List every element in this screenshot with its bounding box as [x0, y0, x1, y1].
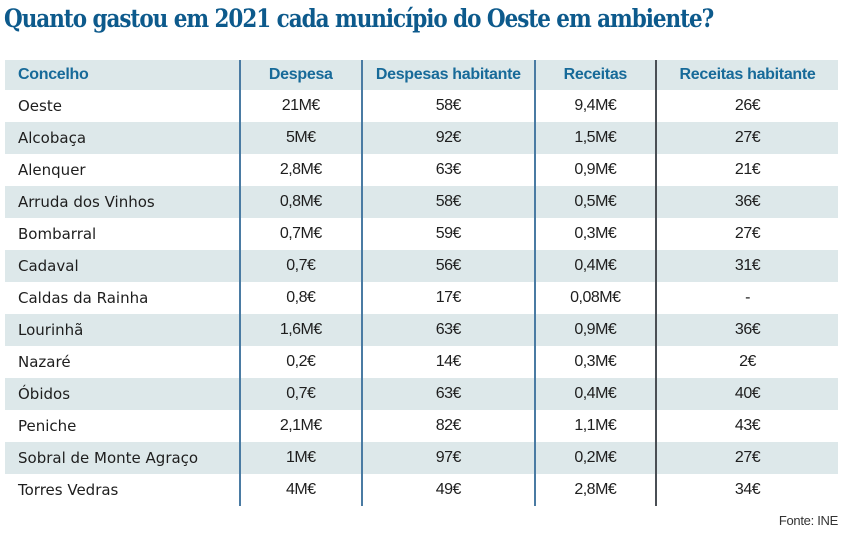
cell-concelho: Sobral de Monte Agraço: [5, 442, 241, 474]
cell-despesa: 0,2€: [239, 346, 364, 378]
cell-concelho: Óbidos: [5, 378, 241, 410]
cell-receitas-habitante: 27€: [656, 122, 838, 154]
cell-receitas: 1,5M€: [534, 122, 658, 154]
cell-despesas-habitante: 63€: [362, 154, 536, 186]
cell-despesa: 0,7€: [239, 378, 364, 410]
cell-receitas: 0,3M€: [534, 346, 658, 378]
cell-concelho: Alenquer: [5, 154, 241, 186]
cell-receitas: 2,8M€: [534, 474, 658, 506]
cell-concelho: Cadaval: [5, 250, 241, 282]
cell-receitas: 0,2M€: [534, 442, 658, 474]
cell-receitas: 0,9M€: [534, 154, 658, 186]
cell-receitas-habitante: 2€: [739, 353, 756, 370]
cell-despesas-habitante: 58€: [362, 186, 536, 218]
header-concelho: Concelho: [5, 60, 241, 90]
cell-receitas: 0,4M€: [534, 250, 658, 282]
cell-receitas-habitante: 27€: [734, 225, 761, 242]
table-row: Bombarral 0,7M€ 59€ 0,3M€ 27€: [5, 218, 838, 250]
header-row: Concelho Despesa Despesas habitante Rece…: [5, 60, 838, 90]
table-row: Peniche 2,1M€ 82€ 1,1M€ 43€: [5, 410, 838, 442]
cell-despesa: 0,8€: [239, 282, 364, 314]
table-row: Alenquer 2,8M€ 63€ 0,9M€ 21€: [5, 154, 838, 186]
header-despesa: Despesa: [239, 60, 364, 90]
cell-receitas: 0,08M€: [534, 282, 658, 314]
table-row: Arruda dos Vinhos 0,8M€ 58€ 0,5M€ 36€: [5, 186, 838, 218]
cell-despesas-habitante: 59€: [362, 218, 536, 250]
cell-receitas-habitante: 36€: [656, 186, 838, 218]
cell-receitas: 0,3M€: [534, 218, 658, 250]
source-note: Fonte: INE: [778, 513, 838, 528]
cell-receitas-habitante: 43€: [734, 417, 761, 434]
cell-despesas-habitante: 63€: [362, 314, 536, 346]
cell-despesas-habitante: 17€: [362, 282, 536, 314]
cell-concelho: Lourinhã: [5, 314, 241, 346]
cell-despesa: 1M€: [239, 442, 364, 474]
header-receitas: Receitas: [534, 60, 658, 90]
table-row: Óbidos 0,7€ 63€ 0,4M€ 40€: [5, 378, 838, 410]
cell-concelho: Caldas da Rainha: [5, 282, 241, 314]
table-row: Cadaval 0,7€ 56€ 0,4M€ 31€: [5, 250, 838, 282]
table-row: Sobral de Monte Agraço 1M€ 97€ 0,2M€ 27€: [5, 442, 838, 474]
cell-receitas-habitante: 26€: [734, 97, 761, 114]
cell-despesa: 0,8M€: [239, 186, 364, 218]
cell-despesa: 21M€: [239, 90, 364, 122]
cell-despesa: 1,6M€: [239, 314, 364, 346]
cell-receitas-habitante: 36€: [656, 314, 838, 346]
page-title: Quanto gastou em 2021 cada município do …: [4, 4, 714, 33]
cell-concelho: Bombarral: [5, 218, 241, 250]
cell-concelho: Peniche: [5, 410, 241, 442]
cell-receitas: 9,4M€: [534, 90, 658, 122]
cell-receitas: 0,4M€: [534, 378, 658, 410]
table-row: Lourinhã 1,6M€ 63€ 0,9M€ 36€: [5, 314, 838, 346]
cell-concelho: Arruda dos Vinhos: [5, 186, 241, 218]
cell-despesa: 5M€: [239, 122, 364, 154]
cell-receitas-habitante: 40€: [656, 378, 838, 410]
cell-despesas-habitante: 14€: [362, 346, 536, 378]
cell-concelho: Alcobaça: [5, 122, 241, 154]
data-table: Concelho Despesa Despesas habitante Rece…: [5, 60, 838, 506]
table-row: Caldas da Rainha 0,8€ 17€ 0,08M€ -: [5, 282, 838, 314]
cell-despesas-habitante: 82€: [362, 410, 536, 442]
cell-despesa: 0,7M€: [239, 218, 364, 250]
cell-despesas-habitante: 63€: [362, 378, 536, 410]
cell-receitas-habitante: 21€: [734, 161, 761, 178]
cell-receitas-habitante: 31€: [656, 250, 838, 282]
table-row: Nazaré 0,2€ 14€ 0,3M€ 2€: [5, 346, 838, 378]
cell-despesa: 0,7€: [239, 250, 364, 282]
cell-despesas-habitante: 92€: [362, 122, 536, 154]
cell-receitas: 1,1M€: [534, 410, 658, 442]
cell-despesa: 4M€: [239, 474, 364, 506]
cell-despesas-habitante: 49€: [362, 474, 536, 506]
table-row: Torres Vedras 4M€ 49€ 2,8M€ 34€: [5, 474, 838, 506]
table-row: Oeste 21M€ 58€ 9,4M€ 26€: [5, 90, 838, 122]
cell-receitas-habitante: -: [745, 289, 750, 306]
cell-receitas: 0,9M€: [534, 314, 658, 346]
cell-despesas-habitante: 97€: [362, 442, 536, 474]
cell-despesa: 2,1M€: [239, 410, 364, 442]
header-receitas-habitante: Receitas habitante: [656, 60, 838, 90]
cell-despesas-habitante: 58€: [362, 90, 536, 122]
cell-concelho: Torres Vedras: [5, 474, 241, 506]
cell-concelho: Oeste: [5, 90, 241, 122]
cell-concelho: Nazaré: [5, 346, 241, 378]
cell-despesa: 2,8M€: [239, 154, 364, 186]
cell-receitas-habitante: 34€: [734, 481, 761, 498]
header-despesas-habitante: Despesas habitante: [362, 60, 536, 90]
cell-receitas: 0,5M€: [534, 186, 658, 218]
cell-receitas-habitante: 27€: [656, 442, 838, 474]
table-row: Alcobaça 5M€ 92€ 1,5M€ 27€: [5, 122, 838, 154]
cell-despesas-habitante: 56€: [362, 250, 536, 282]
